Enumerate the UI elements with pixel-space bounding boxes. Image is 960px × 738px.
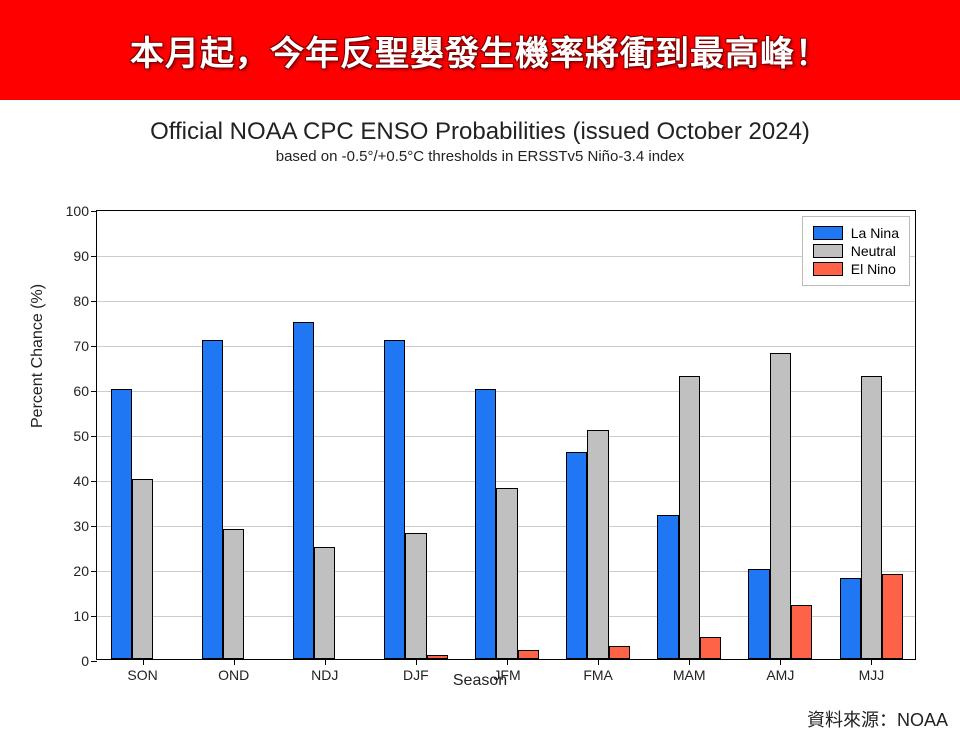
bar — [840, 578, 861, 659]
chart-title: Official NOAA CPC ENSO Probabilities (is… — [0, 118, 960, 146]
bar — [496, 488, 517, 659]
chart-subtitle: based on -0.5°/+0.5°C thresholds in ERSS… — [0, 148, 960, 165]
bar — [700, 637, 721, 660]
ytick-label: 40 — [73, 473, 89, 489]
bar — [609, 646, 630, 660]
legend-row: La Nina — [813, 225, 899, 241]
ytick-mark — [91, 436, 97, 437]
bar — [223, 529, 244, 660]
bar — [384, 340, 405, 660]
ytick-mark — [91, 301, 97, 302]
xtick-label: DJF — [403, 667, 429, 683]
bar — [475, 389, 496, 659]
xtick-mark — [780, 659, 781, 665]
legend-row: El Nino — [813, 261, 899, 277]
plot-region: 0102030405060708090100SONONDNDJDJFJFMFMA… — [96, 210, 916, 660]
y-axis-label: Percent Chance (%) — [29, 284, 47, 428]
xtick-mark — [325, 659, 326, 665]
ytick-label: 20 — [73, 563, 89, 579]
legend-swatch — [813, 262, 843, 276]
chart-area: Official NOAA CPC ENSO Probabilities (is… — [0, 118, 960, 738]
bar — [748, 569, 769, 659]
bar — [132, 479, 153, 659]
bar — [518, 650, 539, 659]
xtick-label: SON — [127, 667, 157, 683]
ytick-mark — [91, 256, 97, 257]
bar — [202, 340, 223, 660]
xtick-mark — [234, 659, 235, 665]
ytick-label: 90 — [73, 248, 89, 264]
gridline — [97, 301, 915, 302]
bar — [770, 353, 791, 659]
bar — [314, 547, 335, 660]
legend-label: Neutral — [851, 243, 896, 259]
legend-row: Neutral — [813, 243, 899, 259]
ytick-mark — [91, 391, 97, 392]
ytick-label: 70 — [73, 338, 89, 354]
xtick-mark — [416, 659, 417, 665]
ytick-label: 80 — [73, 293, 89, 309]
bar — [427, 655, 448, 660]
legend: La Nina Neutral El Nino — [802, 216, 910, 286]
xtick-label: OND — [218, 667, 249, 683]
ytick-mark — [91, 571, 97, 572]
bar — [111, 389, 132, 659]
ytick-label: 60 — [73, 383, 89, 399]
source-label: 資料來源： — [807, 710, 897, 730]
x-axis-label: Season — [453, 672, 507, 690]
bar — [882, 574, 903, 660]
source-value: NOAA — [897, 710, 948, 730]
bar — [861, 376, 882, 660]
headline-text: 本月起，今年反聖嬰發生機率將衝到最高峰！ — [130, 26, 830, 75]
legend-label: La Nina — [851, 225, 899, 241]
plot-wrap: 0102030405060708090100SONONDNDJDJFJFMFMA… — [96, 210, 916, 660]
ytick-mark — [91, 481, 97, 482]
bar — [405, 533, 426, 659]
ytick-mark — [91, 661, 97, 662]
ytick-label: 30 — [73, 518, 89, 534]
ytick-mark — [91, 616, 97, 617]
xtick-label: MJJ — [859, 667, 885, 683]
xtick-mark — [143, 659, 144, 665]
xtick-mark — [689, 659, 690, 665]
ytick-label: 50 — [73, 428, 89, 444]
ytick-mark — [91, 526, 97, 527]
legend-swatch — [813, 226, 843, 240]
bar — [679, 376, 700, 660]
ytick-label: 10 — [73, 608, 89, 624]
xtick-label: AMJ — [766, 667, 794, 683]
xtick-label: NDJ — [311, 667, 338, 683]
bar — [293, 322, 314, 660]
headline-banner: 本月起，今年反聖嬰發生機率將衝到最高峰！ — [0, 0, 960, 100]
legend-label: El Nino — [851, 261, 896, 277]
bar — [657, 515, 678, 659]
ytick-label: 100 — [66, 203, 89, 219]
ytick-mark — [91, 211, 97, 212]
source-attribution: 資料來源：NOAA — [807, 706, 948, 732]
xtick-mark — [598, 659, 599, 665]
ytick-mark — [91, 346, 97, 347]
legend-swatch — [813, 244, 843, 258]
xtick-label: MAM — [673, 667, 706, 683]
xtick-mark — [871, 659, 872, 665]
bar — [791, 605, 812, 659]
xtick-mark — [507, 659, 508, 665]
bar — [587, 430, 608, 660]
bar — [566, 452, 587, 659]
xtick-label: FMA — [583, 667, 613, 683]
gridline — [97, 256, 915, 257]
ytick-label: 0 — [81, 653, 89, 669]
